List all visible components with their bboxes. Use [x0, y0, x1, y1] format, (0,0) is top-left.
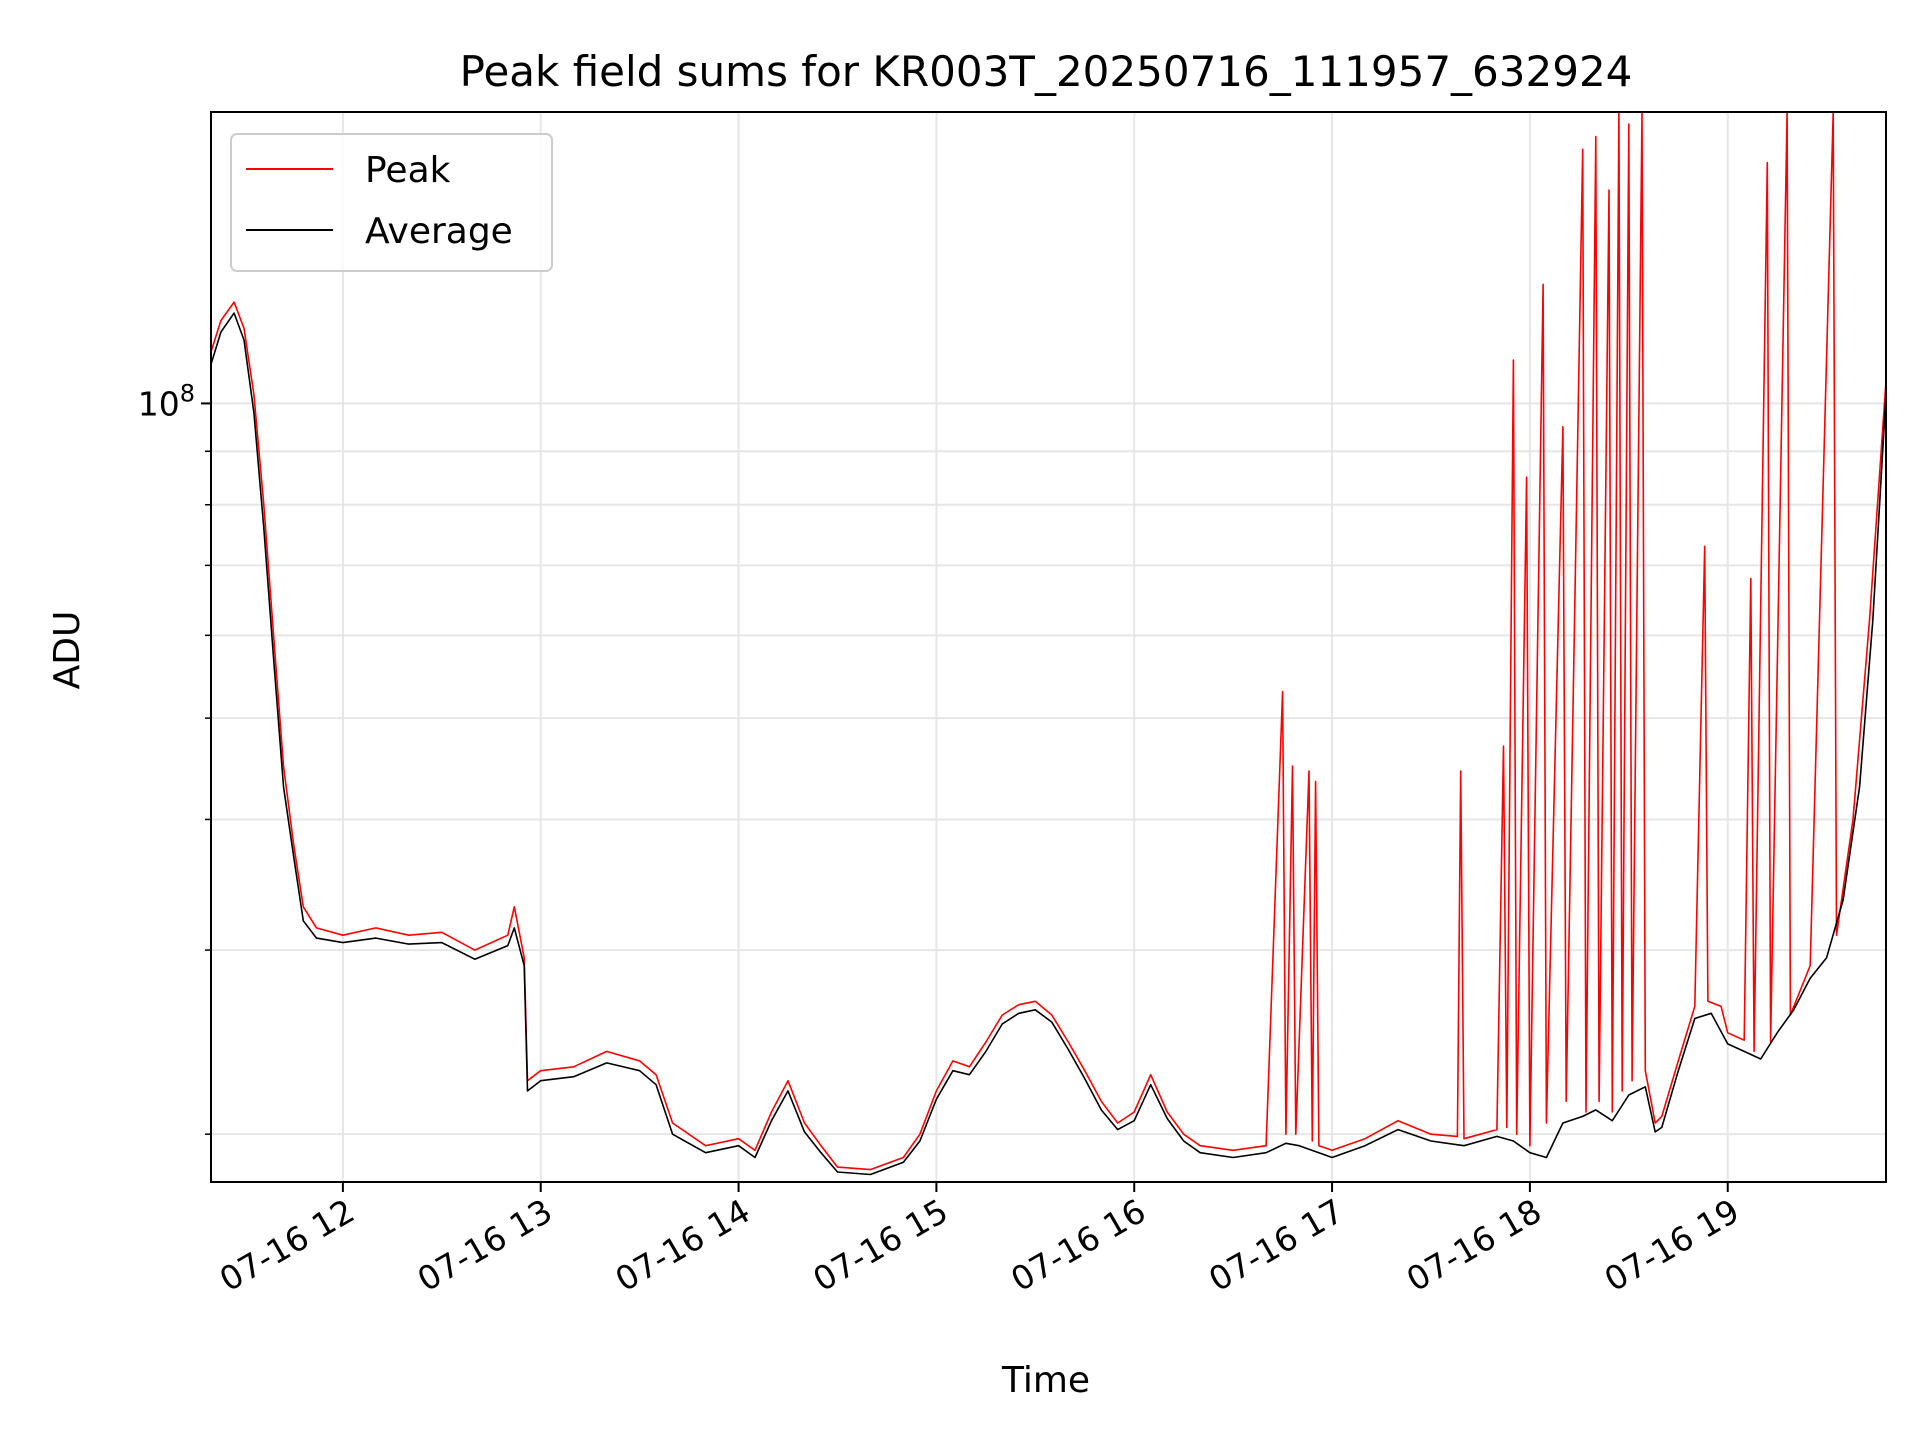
legend-label-peak: Peak — [365, 150, 451, 191]
grid-layer — [211, 112, 1886, 1182]
plot-frame — [210, 111, 1887, 1183]
y-axis-label: ADU — [47, 611, 88, 690]
series-line-average — [211, 312, 1886, 1176]
series-layer — [211, 112, 1886, 1176]
x-axis-label: Time — [1001, 1360, 1090, 1401]
y-tick-label: 108 — [138, 379, 195, 423]
legend-label-average: Average — [365, 211, 513, 252]
legend: Peak Average — [230, 133, 553, 272]
chart-title: Peak field sums for KR003T_20250716_1119… — [460, 47, 1633, 96]
